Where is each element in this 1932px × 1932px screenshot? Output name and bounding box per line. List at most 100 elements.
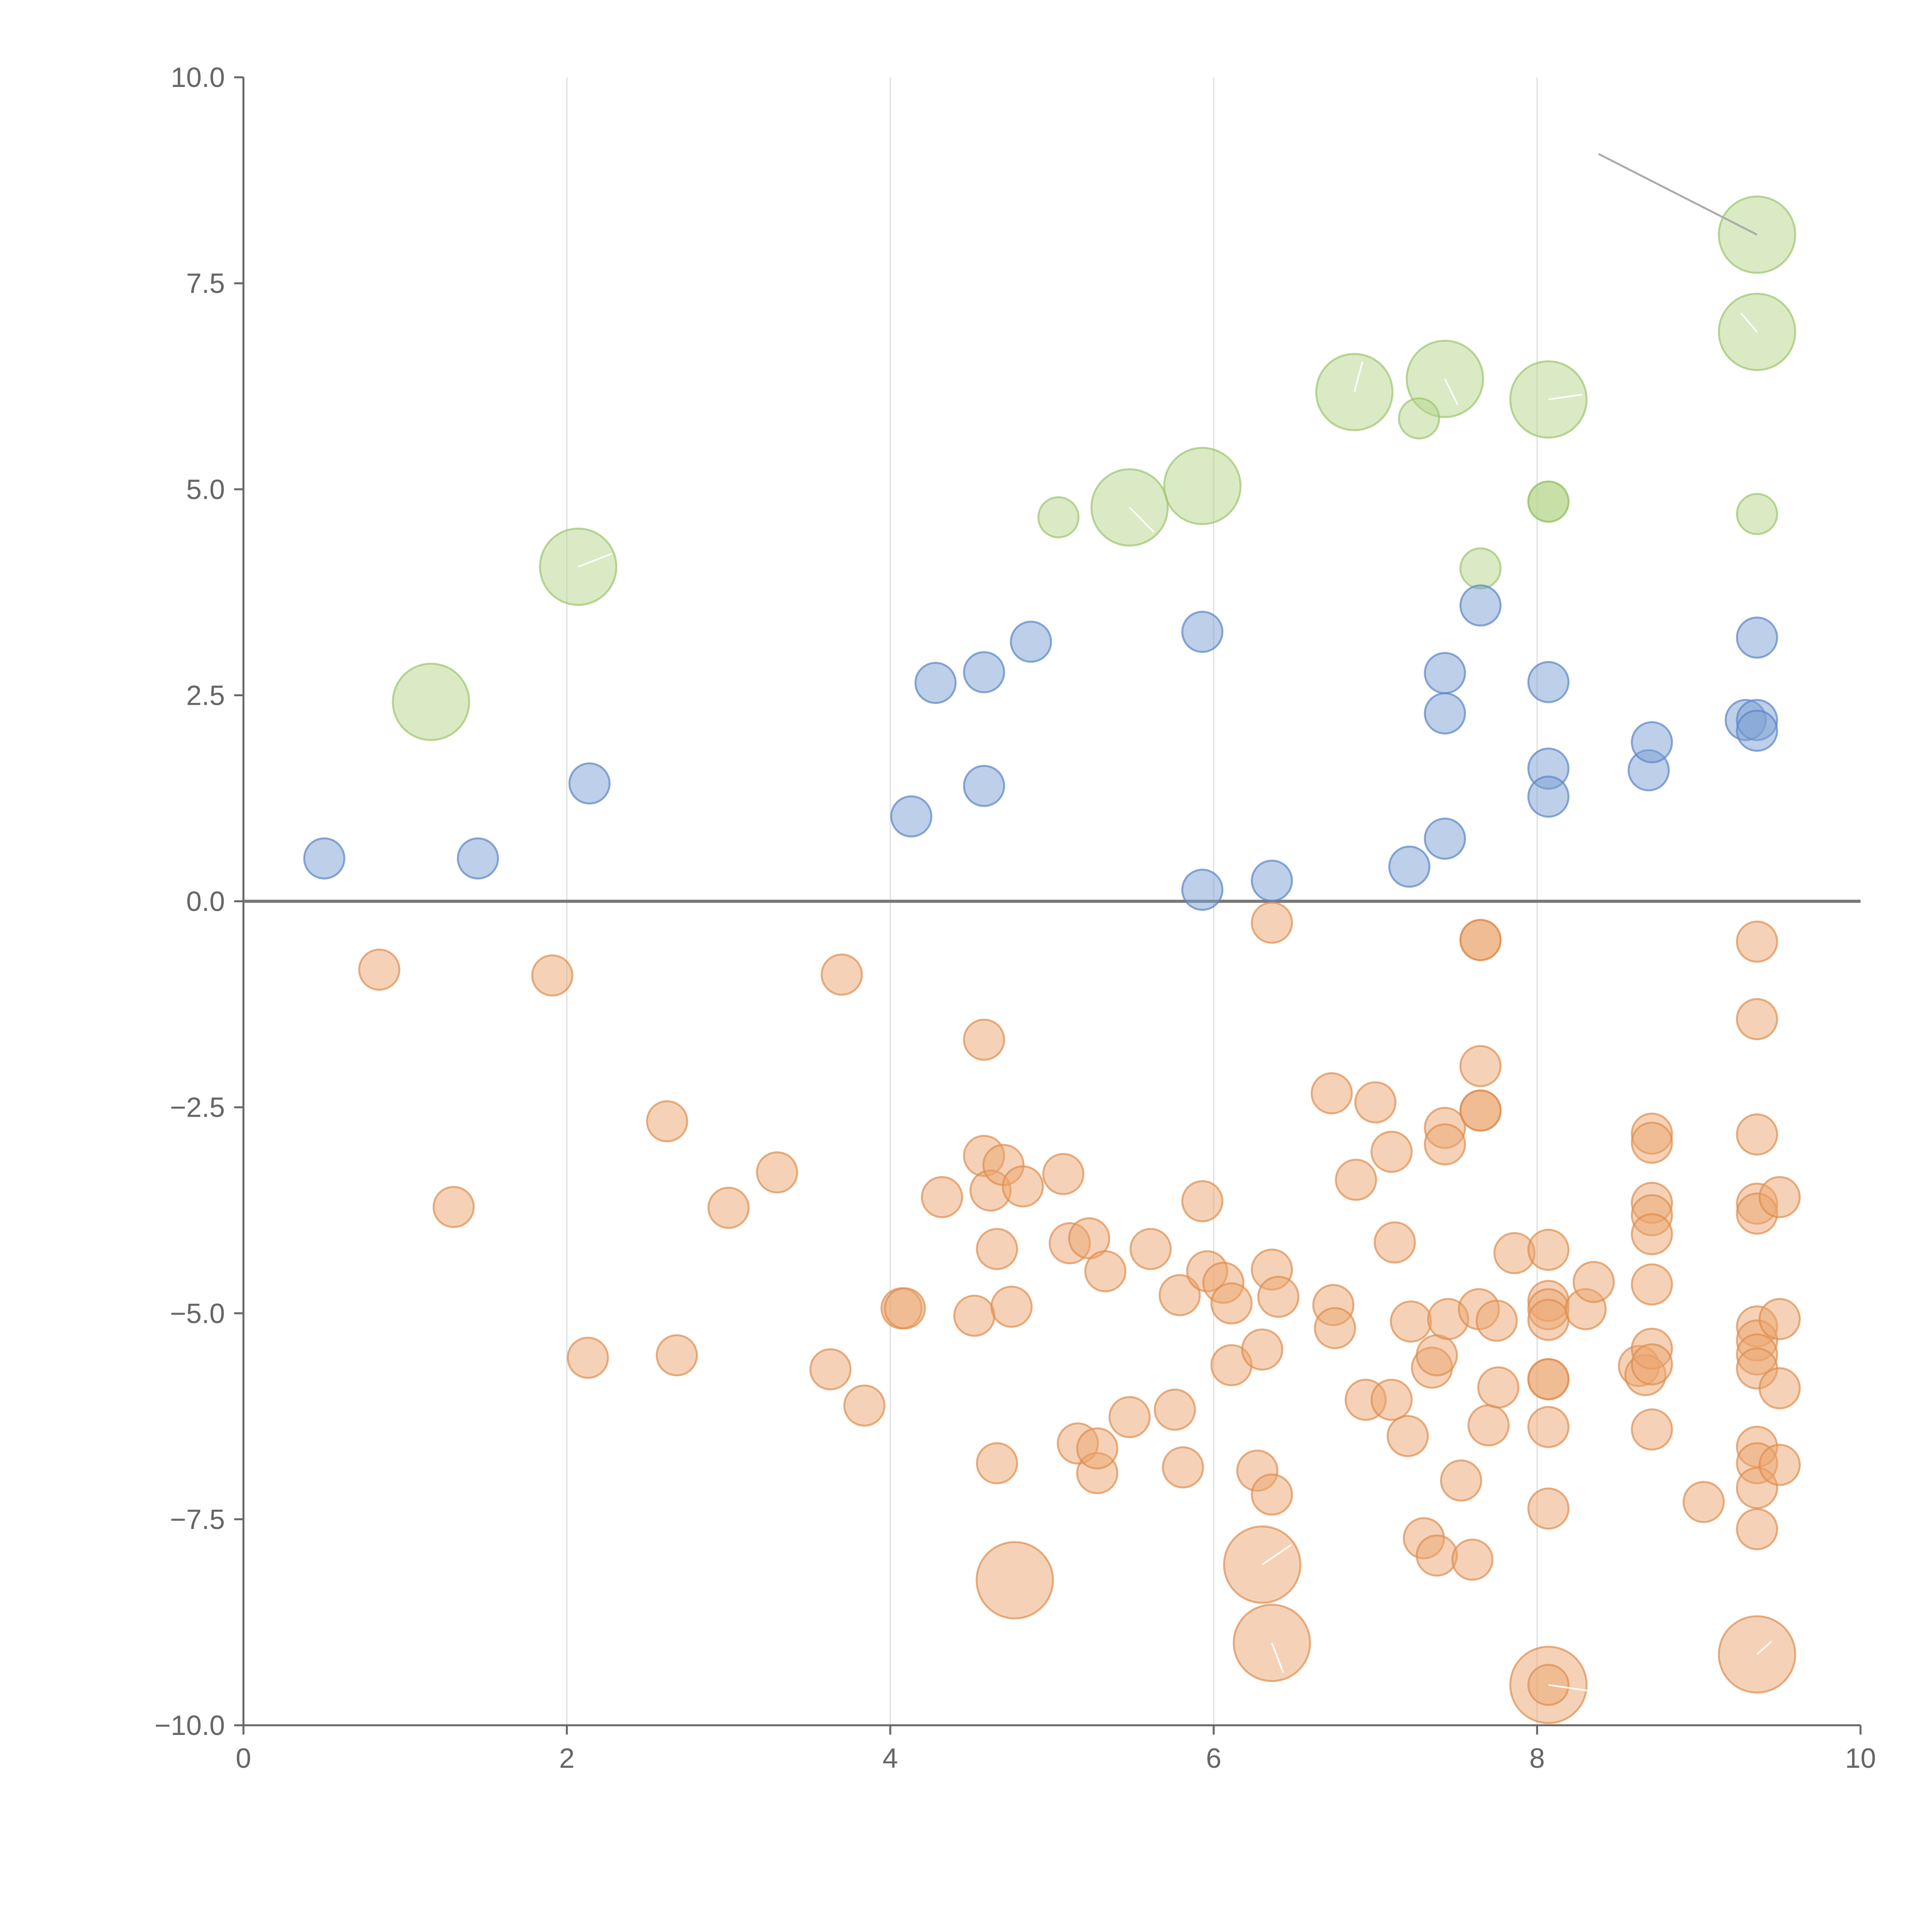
x-tick-label: 0 (236, 1743, 251, 1774)
orange-point (358, 948, 401, 991)
orange-point (843, 1384, 886, 1427)
annotation-leader-line (578, 553, 612, 568)
orange-point (1631, 1263, 1673, 1306)
blue-point (568, 762, 611, 805)
orange-point (1759, 1367, 1801, 1410)
x-tick-label: 2 (559, 1743, 575, 1774)
orange-point (1154, 1388, 1196, 1431)
orange-point (656, 1334, 698, 1377)
blue-point (963, 651, 1005, 694)
orange-point (1631, 1121, 1673, 1164)
orange-point (1129, 1228, 1172, 1270)
orange-point (1736, 1113, 1778, 1156)
annotation-leader-line (1129, 507, 1155, 533)
y-tick-label: −2.5 (170, 1092, 225, 1123)
orange-point (432, 1186, 475, 1228)
orange-point (1631, 1213, 1673, 1255)
annotation-leader-line (1548, 1684, 1594, 1692)
orange-point (976, 1442, 1018, 1485)
orange-point (809, 1348, 852, 1391)
green-point (1459, 547, 1502, 590)
orange-point (1386, 1415, 1429, 1457)
green-point (1037, 496, 1080, 539)
orange-point (1108, 1396, 1151, 1438)
orange-point (1440, 1459, 1482, 1502)
annotation-leader-line (1598, 153, 1758, 236)
orange-point (1416, 1534, 1458, 1577)
orange-point (1311, 1072, 1353, 1114)
orange-point (1251, 1473, 1293, 1516)
blue-point (303, 837, 345, 880)
orange-point (1459, 1089, 1502, 1132)
orange-point (531, 954, 573, 997)
orange-point (884, 1287, 926, 1330)
orange-point (1736, 998, 1778, 1040)
orange-point (1527, 1358, 1570, 1400)
y-tick-label: 5.0 (186, 474, 225, 505)
orange-point (1527, 1406, 1570, 1448)
blue-point (1181, 611, 1224, 653)
blue-point (1388, 845, 1430, 888)
orange-point (1572, 1261, 1615, 1303)
orange-point (1527, 1487, 1570, 1530)
orange-point (1736, 920, 1778, 963)
orange-point (1718, 1615, 1796, 1694)
blue-point (1423, 817, 1466, 860)
orange-point (1759, 1444, 1801, 1486)
orange-point (1076, 1427, 1119, 1469)
orange-point (1736, 1508, 1778, 1550)
annotation-leader-line (1548, 394, 1583, 400)
orange-point (976, 1228, 1018, 1270)
orange-point (1451, 1538, 1494, 1581)
y-tick-label: 0.0 (186, 886, 225, 917)
blue-point (890, 795, 932, 838)
annotation-leader-line (1444, 378, 1459, 406)
blue-point (1527, 776, 1570, 818)
orange-point (1354, 1081, 1396, 1124)
green-point (1527, 480, 1570, 523)
annotation-leader-line (1354, 361, 1363, 393)
blue-point (1631, 721, 1673, 764)
orange-point (1390, 1300, 1432, 1343)
green-point (539, 527, 617, 606)
orange-point (1210, 1282, 1253, 1325)
annotation-leader-line (1756, 1641, 1772, 1655)
x-tick-label: 4 (883, 1743, 898, 1774)
green-point (392, 663, 470, 741)
orange-point (1181, 1180, 1224, 1223)
orange-point (566, 1337, 609, 1379)
blue-point (1736, 616, 1778, 659)
orange-point (646, 1100, 688, 1143)
orange-point (1631, 1408, 1673, 1451)
blue-point (1251, 859, 1293, 902)
orange-point (1631, 1343, 1673, 1386)
orange-point (975, 1541, 1054, 1619)
blue-point (1527, 661, 1570, 703)
orange-point (1374, 1221, 1416, 1264)
x-tick-label: 8 (1529, 1743, 1545, 1774)
orange-point (1527, 1299, 1570, 1341)
orange-point (1459, 919, 1502, 961)
orange-point (1759, 1176, 1801, 1218)
blue-point (963, 765, 1005, 807)
orange-point (1314, 1307, 1356, 1349)
orange-point (1527, 1229, 1570, 1271)
orange-point (1158, 1274, 1201, 1316)
annotation-leader-line (1740, 312, 1758, 333)
orange-point (1475, 1299, 1518, 1342)
orange-point (1416, 1334, 1458, 1377)
blue-point (1181, 869, 1224, 911)
orange-point (1477, 1366, 1520, 1409)
orange-point (990, 1286, 1033, 1328)
blue-point (457, 837, 499, 880)
green-point (1736, 493, 1778, 535)
green-point (1398, 397, 1440, 440)
orange-point (1467, 1404, 1510, 1447)
orange-point (1084, 1250, 1127, 1293)
orange-point (1002, 1165, 1044, 1208)
annotation-layer (578, 153, 1772, 1692)
orange-point (1335, 1158, 1377, 1201)
orange-point (1257, 1276, 1299, 1318)
